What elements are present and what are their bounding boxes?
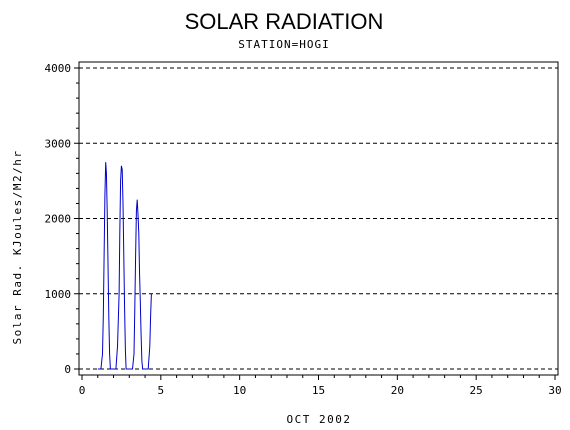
x-tick-label: 30 (548, 384, 561, 397)
x-tick-label: 15 (312, 384, 325, 397)
x-tick-label: 20 (391, 384, 404, 397)
y-tick-label: 0 (64, 363, 71, 376)
x-axis-label: OCT 2002 (287, 413, 352, 426)
chart-title: SOLAR RADIATION (185, 9, 384, 34)
y-axis-label: Solar Rad. KJoules/M2/hr (11, 150, 24, 345)
series-line (97, 162, 152, 370)
y-tick-label: 4000 (45, 62, 72, 75)
y-tick-label: 1000 (45, 288, 72, 301)
y-tick-label: 2000 (45, 213, 72, 226)
gridlines (79, 67, 558, 370)
x-tick-label: 10 (233, 384, 246, 397)
y-axis: 0 1000 2000 3000 4000 (45, 62, 79, 376)
chart-subtitle: STATION=HOGI (238, 38, 329, 51)
y-tick-label: 3000 (45, 137, 72, 150)
x-tick-label: 0 (79, 384, 86, 397)
series-group (97, 162, 152, 370)
x-axis: 0 5 10 15 20 25 30 (79, 375, 562, 397)
x-tick-label: 25 (470, 384, 483, 397)
x-tick-label: 5 (158, 384, 165, 397)
